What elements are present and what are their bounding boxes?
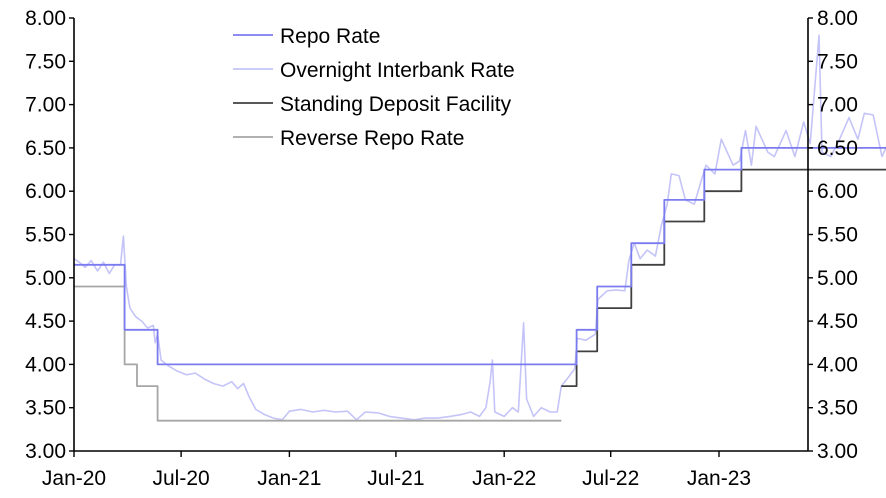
- y-tick-label-left: 8.00: [25, 7, 66, 30]
- y-tick-label-right: 4.00: [817, 353, 858, 376]
- legend-item: Standing Deposit Facility: [233, 93, 512, 116]
- y-tick-label-left: 6.50: [25, 137, 66, 160]
- legend-item: Overnight Interbank Rate: [233, 59, 515, 82]
- legend-label: Overnight Interbank Rate: [280, 59, 515, 82]
- x-tick-label: Jan-21: [257, 467, 321, 490]
- y-tick-label-left: 5.00: [25, 267, 66, 290]
- legend-label: Repo Rate: [280, 25, 380, 48]
- series-line-overnight-interbank-rate: [73, 34, 886, 421]
- y-tick-label-right: 6.00: [817, 180, 858, 203]
- y-tick-label-right: 6.50: [817, 137, 858, 160]
- legend-item: Repo Rate: [233, 25, 380, 48]
- series-line-reverse-repo-rate: [74, 285, 562, 422]
- series-line-standing-deposit-facility: [561, 168, 886, 387]
- legend-label: Reverse Repo Rate: [280, 127, 464, 150]
- x-tick-label: Jul-21: [367, 467, 424, 490]
- x-tick-label: Jan-23: [687, 467, 751, 490]
- y-tick-label-left: 3.50: [25, 397, 66, 420]
- y-tick-label-left: 3.00: [25, 440, 66, 463]
- y-tick-label-left: 4.00: [25, 353, 66, 376]
- x-tick-label: Jan-20: [42, 467, 106, 490]
- y-tick-label-right: 7.00: [817, 94, 858, 117]
- y-tick-label-right: 3.00: [817, 440, 858, 463]
- y-tick-label-right: 3.50: [817, 397, 858, 420]
- y-tick-label-left: 6.00: [25, 180, 66, 203]
- y-tick-label-left: 5.50: [25, 224, 66, 247]
- y-tick-label-right: 8.00: [817, 7, 858, 30]
- x-tick-label: Jul-22: [582, 467, 639, 490]
- x-tick-label: Jan-22: [472, 467, 536, 490]
- y-tick-label-right: 5.50: [817, 224, 858, 247]
- y-tick-label-right: 7.50: [817, 50, 858, 73]
- legend-item: Reverse Repo Rate: [233, 127, 464, 150]
- y-tick-label-right: 5.00: [817, 267, 858, 290]
- x-tick-label: Jul-20: [153, 467, 210, 490]
- legend: Repo Rate Overnight Interbank Rate Standin…: [233, 25, 515, 150]
- y-tick-label-left: 7.50: [25, 50, 66, 73]
- legend-label: Standing Deposit Facility: [280, 93, 512, 116]
- y-tick-label-left: 4.50: [25, 310, 66, 333]
- y-tick-label-right: 4.50: [817, 310, 858, 333]
- y-tick-label-left: 7.00: [25, 94, 66, 117]
- series-line-repo-rate: [74, 147, 886, 366]
